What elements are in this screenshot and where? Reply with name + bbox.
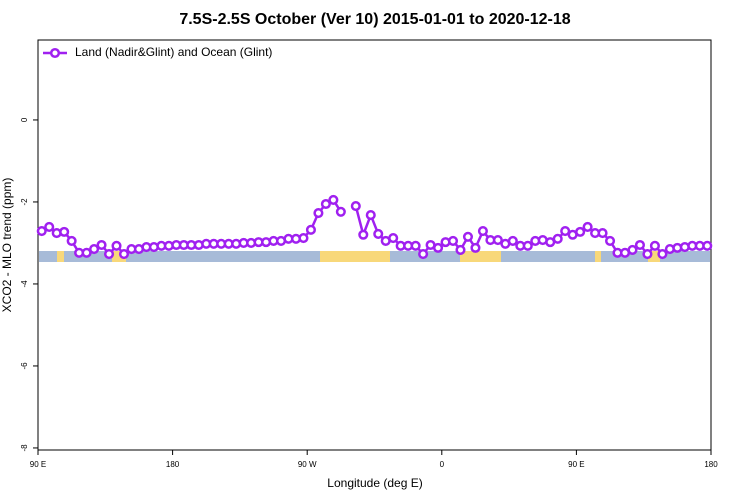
land-band [648, 251, 660, 262]
x-tick-label: 90 E [568, 460, 584, 469]
data-point [575, 226, 586, 237]
x-tick-label: 180 [166, 460, 180, 469]
data-point [418, 248, 429, 260]
y-tick-label: 0 [20, 117, 29, 122]
land-band [57, 251, 64, 262]
data-point [649, 240, 660, 251]
y-tick-label: -4 [20, 280, 29, 288]
data-point [657, 248, 668, 260]
data-point [462, 231, 474, 242]
data-point [313, 207, 324, 219]
data-point [328, 194, 339, 205]
x-tick-label: 90 W [298, 460, 317, 469]
data-point [470, 242, 481, 253]
data-point [605, 235, 616, 246]
land-band [320, 251, 390, 262]
data-point [410, 240, 421, 251]
data-point [59, 226, 70, 237]
data-point [365, 210, 376, 221]
chart-title: 7.5S-2.5S October (Ver 10) 2015-01-01 to… [179, 11, 570, 28]
data-point [455, 244, 466, 255]
data-point [350, 201, 361, 212]
data-point [118, 248, 130, 260]
data-point [335, 206, 346, 217]
y-axis-label: XCO2 - MLO trend (ppm) [0, 178, 14, 313]
data-point [447, 235, 459, 246]
y-tick-label: -2 [20, 198, 29, 206]
data-point [44, 221, 55, 233]
data-point [111, 240, 122, 251]
data-point [36, 226, 47, 237]
y-tick-label: -6 [20, 362, 29, 370]
legend-label: Land (Nadir&Glint) and Ocean (Glint) [75, 45, 272, 59]
data-point [89, 244, 100, 255]
x-tick-label: 180 [704, 460, 718, 469]
data-point [358, 229, 369, 240]
land-band [460, 251, 501, 262]
data-point [96, 239, 107, 251]
data-point [81, 247, 92, 258]
data-point [582, 221, 593, 233]
data-point [298, 232, 309, 244]
data-point [433, 242, 444, 253]
data-point [507, 235, 518, 246]
data-point [320, 198, 331, 210]
data-point [702, 240, 713, 251]
data-point [552, 233, 563, 244]
data-point [305, 224, 316, 235]
x-axis-label: Longitude (deg E) [327, 476, 422, 490]
data-point [103, 248, 115, 260]
y-tick-label: -8 [20, 444, 29, 452]
land-band [112, 251, 126, 262]
legend-marker [49, 47, 61, 59]
data-point [634, 239, 646, 251]
data-point [627, 244, 638, 255]
data-point [477, 226, 488, 237]
data-point [597, 228, 608, 239]
surface-band [39, 251, 710, 262]
data-point [642, 248, 653, 260]
x-tick-label: 0 [440, 460, 445, 469]
data-point [492, 235, 503, 246]
land-band [595, 251, 601, 262]
data-point [560, 226, 571, 237]
x-tick-label: 90 E [30, 460, 46, 469]
data-point [388, 232, 399, 244]
data-point [66, 235, 77, 246]
data-point [373, 228, 384, 239]
data-point [522, 240, 533, 251]
